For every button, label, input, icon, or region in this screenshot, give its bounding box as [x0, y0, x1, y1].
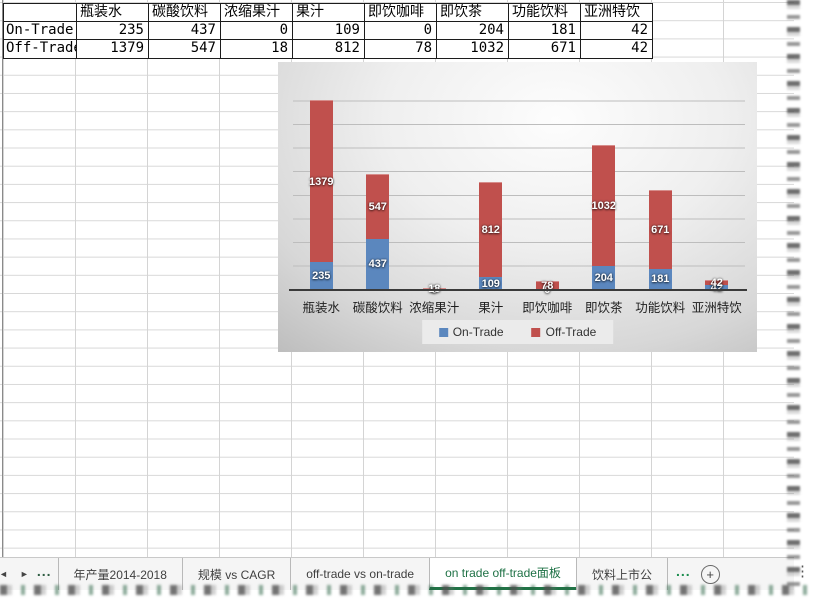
bar-group: 437 547 碳酸饮料	[350, 78, 407, 315]
data-label: 204	[594, 272, 613, 284]
category-label: 亚洲特饮	[691, 301, 742, 315]
plot-area: 235 1379 瓶装水 437 547 碳酸饮料018浓缩果汁 109 812 果汁 078即饮…	[289, 78, 747, 315]
column-header-cell[interactable]: 功能饮料	[509, 4, 581, 23]
bar-group: 078即饮咖啡	[519, 78, 576, 315]
bar-segment-off-trade[interactable]: 1379	[309, 99, 334, 263]
data-label: 1379	[309, 175, 334, 188]
category-label: 碳酸饮料	[352, 301, 403, 315]
value-cell[interactable]: 0	[365, 22, 437, 41]
category-label: 即饮咖啡	[522, 301, 573, 315]
data-label: 547	[368, 200, 387, 213]
value-cell[interactable]: 1032	[437, 40, 509, 59]
hidden-sheets-left-indicator[interactable]: ...	[36, 563, 52, 579]
sheet-tab[interactable]: 饮料上市公	[575, 558, 668, 590]
bar-segment-on-trade[interactable]: 109	[479, 277, 503, 290]
bar-group: 204 1032 即饮茶	[576, 78, 633, 315]
sheet-tabs: 年产量2014-2018 规模 vs CAGR off-trade vs on-tr…	[57, 558, 668, 590]
row-label-cell[interactable]: On-Trade	[4, 22, 77, 41]
data-label: 812	[481, 223, 500, 236]
bar-segment-off-trade[interactable]: 42	[705, 277, 729, 289]
legend-swatch-on-trade-icon	[438, 327, 448, 337]
category-label: 果汁	[478, 301, 504, 315]
legend-label-off-trade: Off-Trade	[545, 325, 597, 339]
torn-edge-right	[794, 0, 814, 605]
column-header-cell[interactable]: 浓缩果汁	[221, 4, 293, 23]
column-header-cell[interactable]: 碳酸饮料	[149, 4, 221, 23]
column-header-cell[interactable]: 瓶装水	[77, 4, 149, 23]
category-label: 即饮茶	[584, 301, 623, 315]
sheet-tab[interactable]: 年产量2014-2018	[57, 558, 182, 590]
value-cell[interactable]: 812	[293, 40, 365, 59]
data-label: 1032	[591, 199, 616, 212]
table-corner-cell[interactable]	[4, 4, 77, 23]
sheet-tab-active[interactable]: on trade off-trade面板	[429, 558, 576, 590]
legend-item-on-trade[interactable]: On-Trade	[438, 325, 504, 339]
data-label: 181	[651, 273, 670, 286]
bar-group: 018浓缩果汁	[406, 78, 463, 315]
legend-label-on-trade: On-Trade	[452, 325, 504, 339]
bar-group: 181 671 功能饮料	[632, 78, 689, 315]
value-cell[interactable]: 671	[509, 40, 581, 59]
value-cell[interactable]: 547	[149, 40, 221, 59]
value-cell[interactable]: 42	[581, 40, 653, 59]
hidden-sheets-right-indicator[interactable]: ...	[675, 563, 691, 579]
column-header-cell[interactable]: 即饮茶	[437, 4, 509, 23]
value-cell[interactable]: 18	[221, 40, 293, 59]
value-cell[interactable]: 204	[437, 22, 509, 41]
bar-segment-off-trade[interactable]: 1032	[591, 144, 616, 266]
category-label: 功能饮料	[635, 301, 686, 315]
legend-swatch-off-trade-icon	[531, 327, 541, 337]
bar-segment-on-trade[interactable]: 235	[309, 262, 333, 290]
value-cell[interactable]: 78	[365, 40, 437, 59]
stacked-bar-chart[interactable]: 235 1379 瓶装水 437 547 碳酸饮料018浓缩果汁 109 812 果汁 078即饮…	[278, 62, 757, 352]
bar-segment-on-trade[interactable]: 181	[648, 268, 672, 290]
data-label: 42	[710, 277, 723, 290]
grid-left-line	[2, 0, 3, 557]
value-cell[interactable]: 0	[221, 22, 293, 41]
bar-group: 235 1379 瓶装水	[293, 78, 350, 315]
torn-edge-bottom	[0, 590, 814, 605]
bar-segment-off-trade[interactable]: 671	[648, 189, 672, 269]
vertical-ellipsis-icon[interactable]: ⋮	[795, 563, 810, 580]
chart-legend[interactable]: On-Trade Off-Trade	[421, 320, 614, 344]
category-label: 瓶装水	[302, 301, 340, 315]
data-label: 437	[368, 258, 387, 271]
bar-segment-off-trade[interactable]: 547	[366, 174, 390, 239]
bar-group: 109 812 果汁	[463, 78, 520, 315]
data-table: 瓶装水 碳酸饮料 浓缩果汁 果汁 即饮咖啡 即饮茶 功能饮料 亚洲特饮 On-Trade 235 4…	[3, 3, 653, 59]
sheet-tab[interactable]: 规模 vs CAGR	[181, 558, 290, 590]
legend-item-off-trade[interactable]: Off-Trade	[531, 325, 597, 339]
data-label: 235	[312, 270, 331, 283]
value-cell[interactable]: 235	[77, 22, 149, 41]
bar-segment-on-trade[interactable]: 437	[366, 238, 390, 290]
scroll-sheets-right-icon[interactable]: ►	[19, 569, 29, 579]
scroll-sheets-left-icon[interactable]: ◄	[0, 569, 8, 579]
data-label: 109	[481, 277, 500, 290]
x-axis-line	[289, 288, 747, 291]
sheet-tab[interactable]: off-trade vs on-trade	[290, 558, 429, 590]
grid-top-line	[0, 2, 797, 3]
value-cell[interactable]: 1379	[77, 40, 149, 59]
value-cell[interactable]: 42	[581, 22, 653, 41]
column-header-cell[interactable]: 果汁	[293, 4, 365, 23]
bar-segment-off-trade[interactable]: 812	[479, 181, 503, 278]
column-header-cell[interactable]: 亚洲特饮	[581, 4, 653, 23]
category-label: 浓缩果汁	[409, 301, 460, 315]
bar-group: 4242亚洲特饮	[689, 78, 746, 315]
value-cell[interactable]: 109	[293, 22, 365, 41]
column-header-cell[interactable]: 即饮咖啡	[365, 4, 437, 23]
row-label-cell[interactable]: Off-Trade	[4, 40, 77, 59]
data-label: 671	[651, 223, 670, 236]
value-cell[interactable]: 437	[149, 22, 221, 41]
bar-segment-on-trade[interactable]: 204	[592, 266, 616, 290]
value-cell[interactable]: 181	[509, 22, 581, 41]
bar-groups: 235 1379 瓶装水 437 547 碳酸饮料018浓缩果汁 109 812 果汁 078即饮…	[293, 78, 746, 315]
new-sheet-button[interactable]: +	[700, 564, 720, 584]
